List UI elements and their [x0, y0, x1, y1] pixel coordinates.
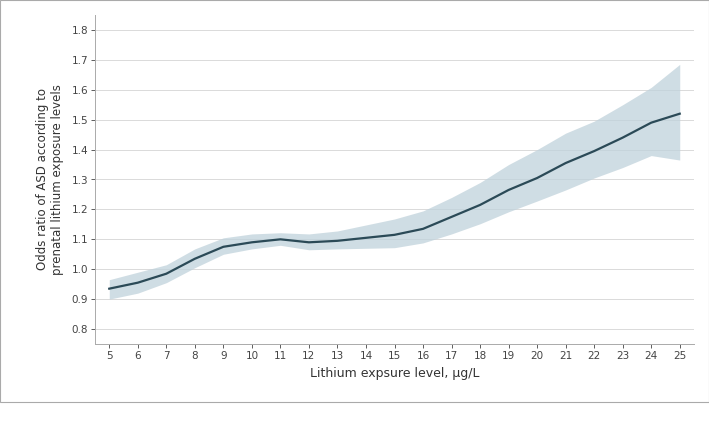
Y-axis label: Odds ratio of ASD according to
prenatal lithium exposure levels: Odds ratio of ASD according to prenatal …	[36, 84, 65, 275]
Text: Medscape: Medscape	[9, 413, 86, 427]
X-axis label: Lithium expsure level, μg/L: Lithium expsure level, μg/L	[310, 366, 479, 379]
